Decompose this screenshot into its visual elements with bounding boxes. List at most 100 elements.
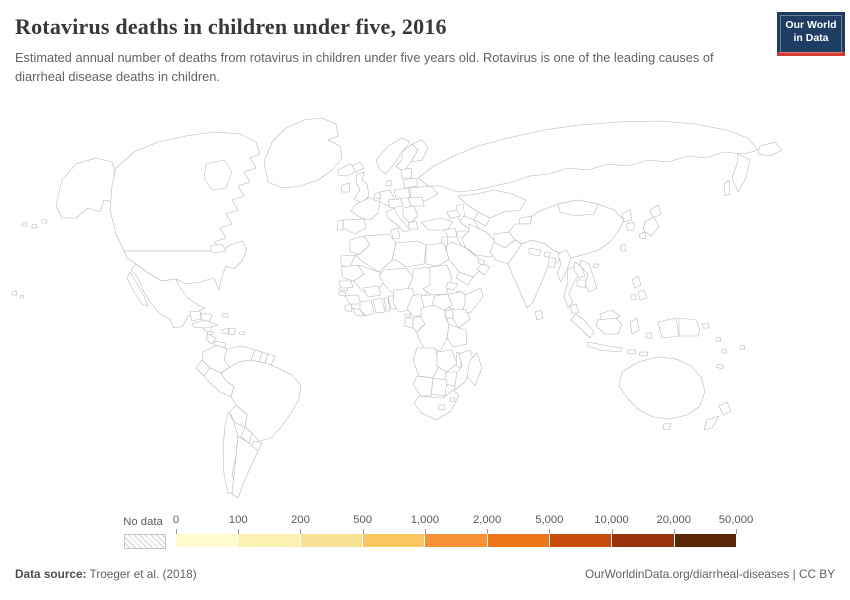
country-bhutan[interactable] [543,251,552,258]
legend-band-4[interactable] [424,534,487,547]
country-aleutians[interactable] [21,218,48,229]
country-argentina[interactable] [231,435,259,499]
credit-link[interactable]: OurWorldinData.org/diarrheal-diseases | … [584,567,835,581]
country-solomon-islands[interactable] [715,336,722,342]
country-libya[interactable] [391,240,427,268]
country-zambia[interactable] [436,349,458,373]
country-algeria[interactable] [354,233,397,273]
country-yemen[interactable] [455,271,474,286]
country-iran[interactable] [461,223,501,258]
country-madagascar[interactable] [466,352,483,387]
country-baja-california[interactable] [126,271,149,307]
country-angola[interactable] [412,347,441,379]
country-guinea[interactable] [344,294,362,305]
country-fiji[interactable] [739,344,746,350]
country-puerto-rico[interactable] [238,331,246,336]
country-belarus[interactable] [402,177,419,189]
country-ghana[interactable] [372,297,386,314]
country-botswana[interactable] [430,377,448,397]
country-denmark[interactable] [385,179,392,187]
country-caucasus[interactable] [446,209,461,220]
country-jamaica[interactable] [206,331,215,336]
country-france[interactable] [350,197,381,221]
country-balkans[interactable] [402,205,419,224]
country-japan-honshu[interactable] [642,216,660,237]
country-south-africa[interactable] [413,389,460,421]
country-bangladesh[interactable] [547,257,557,269]
country-swaziland[interactable] [449,397,456,403]
country-spain[interactable] [342,218,367,235]
country-cuba[interactable] [191,319,219,329]
legend-band-1[interactable] [237,534,300,547]
country-costa-rica[interactable] [205,333,217,345]
country-indonesia-papua[interactable] [657,317,680,339]
country-somalia[interactable] [461,287,484,314]
country-kazakhstan[interactable] [457,189,527,219]
country-philippines-visayas[interactable] [630,293,637,301]
country-vietnam[interactable] [579,259,598,293]
country-gambia[interactable] [338,287,349,292]
country-nepal[interactable] [528,247,542,257]
legend-band-2[interactable] [299,534,362,547]
country-benelux[interactable] [373,191,381,200]
country-new-zealand-north[interactable] [718,401,732,416]
legend-band-5[interactable] [486,534,549,547]
legend-band-6[interactable] [548,534,612,547]
country-brazil[interactable] [220,359,302,442]
legend-band-3[interactable] [361,534,425,547]
country-uganda[interactable] [444,308,454,320]
legend-band-7[interactable] [611,534,674,547]
country-lesotho[interactable] [437,404,446,411]
country-new-britain[interactable] [701,322,710,329]
country-liberia[interactable] [351,307,366,317]
country-senegal[interactable] [338,280,354,290]
country-uae[interactable] [477,258,486,266]
country-indonesia-lesser-sunda-west[interactable] [626,349,637,355]
country-czech-austria[interactable] [387,198,404,209]
country-guatemala[interactable] [189,310,202,322]
country-namibia[interactable] [412,375,434,397]
country-north-korea[interactable] [621,209,633,223]
country-indonesia-java[interactable] [586,341,623,353]
country-tasmania[interactable] [662,422,672,431]
country-chukotka[interactable] [757,141,783,157]
owid-logo[interactable]: Our World in Data [777,12,845,56]
country-egypt[interactable] [425,242,450,267]
no-data-swatch[interactable] [124,534,166,549]
country-canada[interactable] [109,131,261,252]
country-mozambique[interactable] [452,349,475,391]
country-australia[interactable] [618,356,706,420]
country-eritrea[interactable] [445,281,459,291]
country-poland[interactable] [393,187,411,199]
country-papua-new-guinea[interactable] [678,317,701,337]
country-sakhalin[interactable] [723,179,731,197]
country-russia[interactable] [417,120,759,193]
country-myanmar[interactable] [556,249,572,283]
country-drc[interactable] [416,304,450,353]
country-kamchatka[interactable] [731,153,751,193]
country-dominican-republic[interactable] [228,327,237,336]
country-indonesia-sumatra[interactable] [570,313,595,339]
country-japan-hokkaido[interactable] [649,204,662,219]
country-bolivia[interactable] [229,404,248,428]
country-greece[interactable] [407,220,419,230]
country-mexico[interactable] [130,263,206,329]
country-south-korea[interactable] [625,221,635,232]
legend-band-8[interactable] [673,534,736,547]
country-philippines-mindanao[interactable] [637,289,648,301]
country-indonesia-maluku[interactable] [645,331,653,339]
country-guinea-bissau[interactable] [338,291,347,297]
country-tanzania[interactable] [446,323,468,348]
country-kenya[interactable] [452,308,471,329]
country-bahamas[interactable] [221,312,229,318]
country-new-zealand-south[interactable] [703,415,720,431]
country-cambodia[interactable] [576,279,588,289]
country-equatorial-guinea[interactable] [404,313,412,318]
country-hainan[interactable] [592,263,600,269]
country-turkey[interactable] [420,217,454,231]
country-haiti[interactable] [221,327,230,335]
country-burkina-faso[interactable] [362,285,382,298]
country-uzbekistan[interactable] [473,211,491,227]
country-baltics[interactable] [400,167,413,179]
country-malaysia[interactable] [569,303,580,314]
